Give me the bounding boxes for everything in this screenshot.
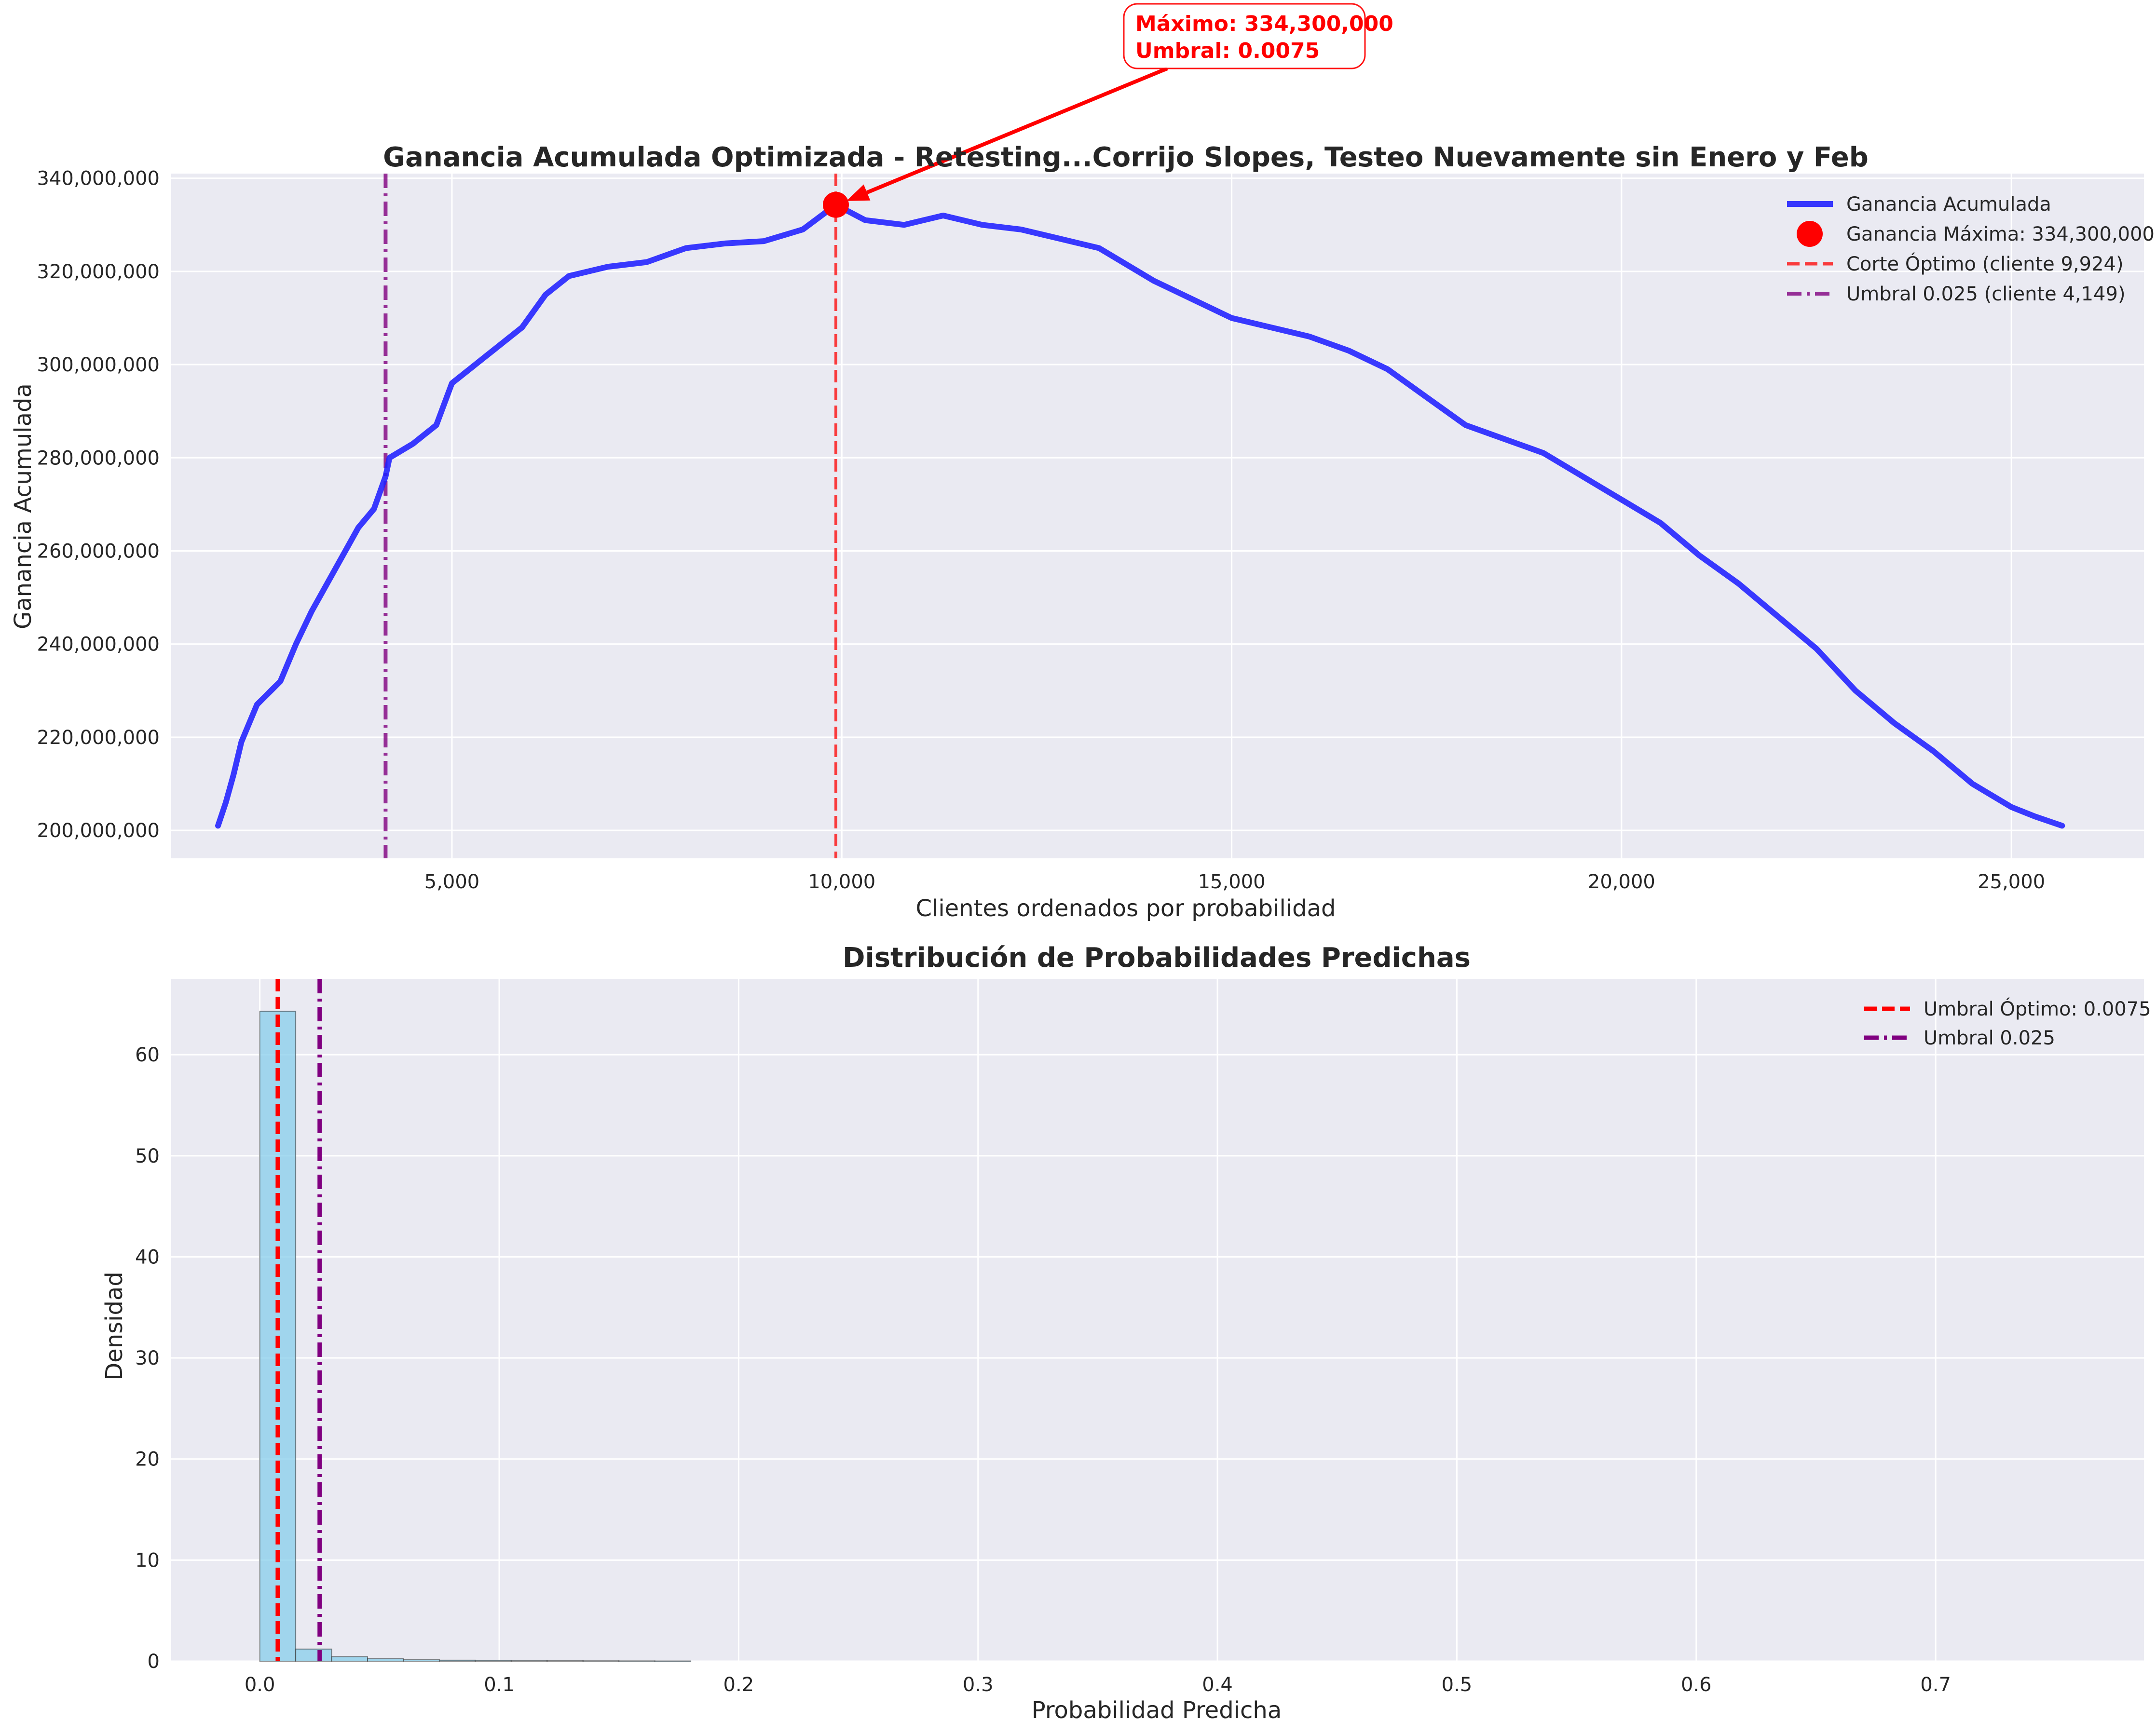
bottom-x-axis-label: Probabilidad Predicha bbox=[1032, 1697, 1282, 1724]
bottom-x-tick-label: 0.0 bbox=[245, 1674, 275, 1696]
histogram-bar bbox=[475, 1660, 512, 1662]
bottom-x-tick-label: 0.7 bbox=[1920, 1674, 1951, 1696]
top-y-tick-label: 200,000,000 bbox=[37, 820, 160, 842]
bottom-x-tick-label: 0.6 bbox=[1681, 1674, 1712, 1696]
annotation-arrow-head bbox=[846, 184, 871, 201]
histogram-bar bbox=[403, 1659, 440, 1662]
top-y-tick-label: 240,000,000 bbox=[37, 634, 160, 656]
top-y-tick-label: 280,000,000 bbox=[37, 447, 160, 469]
legend-label-max: Ganancia Máxima: 334,300,000 bbox=[1846, 223, 2155, 245]
bottom-x-tick-label: 0.1 bbox=[484, 1674, 515, 1696]
series-line-ganancia-acumulada bbox=[215, 202, 2065, 829]
bottom-x-tick-label: 0.4 bbox=[1202, 1674, 1233, 1696]
bottom-y-ticks: 0 10 20 30 40 50 60 bbox=[135, 1044, 160, 1673]
histogram-bar bbox=[367, 1658, 404, 1662]
top-x-ticks: 5,000 10,000 15,000 20,000 25,000 bbox=[424, 871, 2045, 893]
max-annotation: Máximo: 334,300,000 Umbral: 0.0075 bbox=[846, 3, 1393, 201]
histogram-bar bbox=[295, 1648, 332, 1662]
legend-label-umbral: Umbral 0.025 (cliente 4,149) bbox=[1846, 283, 2126, 305]
bottom-grid bbox=[171, 979, 2144, 1662]
legend-label-umbral-optimo: Umbral Óptimo: 0.0075 bbox=[1924, 997, 2151, 1020]
bottom-y-tick-label: 30 bbox=[135, 1347, 160, 1369]
top-y-tick-label: 300,000,000 bbox=[37, 354, 160, 376]
bottom-y-tick-label: 40 bbox=[135, 1246, 160, 1268]
bottom-legend: Umbral Óptimo: 0.0075 Umbral 0.025 bbox=[1864, 997, 2151, 1049]
top-y-tick-label: 260,000,000 bbox=[37, 540, 160, 562]
annotation-line-1: Máximo: 334,300,000 bbox=[1135, 12, 1393, 36]
annotation-line-2: Umbral: 0.0075 bbox=[1135, 39, 1320, 63]
bottom-y-axis-label: Densidad bbox=[101, 1272, 128, 1381]
cumulative-gain-chart: 5,000 10,000 15,000 20,000 25,000 200,000,00… bbox=[10, 3, 2155, 922]
max-point-marker bbox=[822, 191, 849, 218]
top-x-tick-label: 15,000 bbox=[1198, 871, 1266, 893]
histogram-bar bbox=[331, 1656, 368, 1662]
histogram-bar bbox=[438, 1659, 476, 1662]
bottom-x-tick-label: 0.5 bbox=[1442, 1674, 1473, 1696]
legend-marker-max bbox=[1797, 221, 1823, 247]
top-x-tick-label: 10,000 bbox=[808, 871, 875, 893]
legend-label-corte: Corte Óptimo (cliente 9,924) bbox=[1846, 252, 2124, 275]
bottom-y-tick-label: 0 bbox=[148, 1651, 160, 1673]
top-plot-area bbox=[171, 174, 2144, 858]
annotation-arrow bbox=[866, 67, 1168, 194]
top-x-tick-label: 5,000 bbox=[424, 871, 480, 893]
top-y-ticks: 200,000,000 220,000,000 240,000,000 260,000… bbox=[37, 168, 160, 842]
bottom-chart-title: Distribución de Probabilidades Predichas bbox=[843, 942, 1471, 974]
bottom-x-tick-label: 0.2 bbox=[723, 1674, 754, 1696]
probability-distribution-chart: 0.0 0.1 0.2 0.3 0.4 0.5 0.6 0.7 0 10 20 30 40 50 60 D… bbox=[101, 942, 2151, 1724]
histogram-bar bbox=[654, 1660, 692, 1662]
legend-label-umbral-025: Umbral 0.025 bbox=[1924, 1027, 2055, 1049]
legend-label-ganancia: Ganancia Acumulada bbox=[1846, 193, 2051, 216]
top-y-tick-label: 220,000,000 bbox=[37, 727, 160, 749]
bottom-vertical-lines bbox=[275, 979, 322, 1661]
top-y-tick-label: 320,000,000 bbox=[37, 261, 160, 283]
bottom-y-tick-label: 50 bbox=[135, 1145, 160, 1167]
top-legend: Ganancia Acumulada Ganancia Máxima: 334,… bbox=[1787, 193, 2155, 305]
top-x-tick-label: 25,000 bbox=[1978, 871, 2045, 893]
bottom-x-ticks: 0.0 0.1 0.2 0.3 0.4 0.5 0.6 0.7 bbox=[245, 1674, 1951, 1696]
bottom-x-tick-label: 0.3 bbox=[963, 1674, 994, 1696]
annotation-box bbox=[1123, 3, 1366, 69]
top-y-axis-label: Ganancia Acumulada bbox=[10, 383, 37, 629]
bottom-y-tick-label: 10 bbox=[135, 1549, 160, 1571]
top-chart-title: Ganancia Acumulada Optimizada - Retestin… bbox=[383, 142, 1869, 173]
bottom-y-tick-label: 60 bbox=[135, 1044, 160, 1066]
top-y-tick-label: 340,000,000 bbox=[37, 168, 160, 190]
top-vertical-lines bbox=[383, 174, 837, 858]
bottom-y-tick-label: 20 bbox=[135, 1449, 160, 1471]
top-x-tick-label: 20,000 bbox=[1588, 871, 1655, 893]
top-x-axis-label: Clientes ordenados por probabilidad bbox=[915, 895, 1336, 922]
bottom-plot-area bbox=[171, 979, 2144, 1661]
